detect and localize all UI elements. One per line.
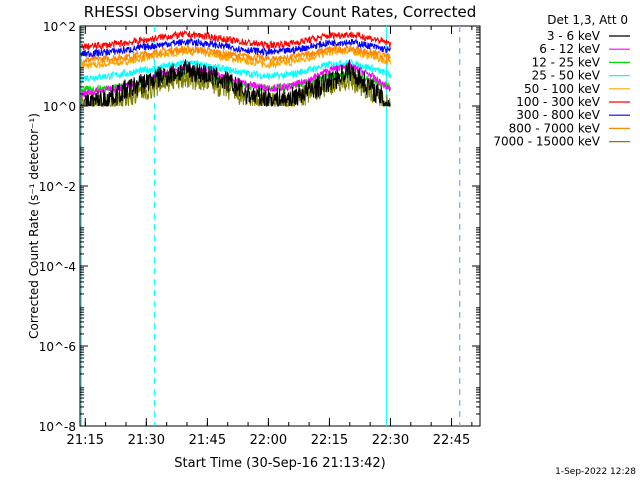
x-tick-label: 21:15 <box>67 433 104 448</box>
data-series <box>80 29 391 108</box>
y-tick-label: 10^-8 <box>39 420 76 434</box>
y-tick-label: 10^-4 <box>39 260 76 274</box>
legend-label: 800 - 7000 keV <box>509 121 601 135</box>
legend-label: 12 - 25 keV <box>532 55 601 69</box>
plot-area <box>79 25 481 427</box>
x-axis-label: Start Time (30-Sep-16 21:13:42) <box>174 456 385 471</box>
y-tick-label: 10^0 <box>43 100 76 114</box>
series-line <box>80 58 391 83</box>
y-axis-label: Corrected Count Rate (s⁻¹ detector⁻¹) <box>27 113 41 339</box>
legend-title: Det 1,3, Att 0 <box>547 13 628 27</box>
y-axis: 10^2 10^0 10^-2 10^-4 10^-6 10^-8 <box>39 20 480 434</box>
x-axis: 21:15 21:30 21:45 22:00 22:15 22:30 22:45 <box>67 26 473 448</box>
chart-title: RHESSI Observing Summary Count Rates, Co… <box>84 3 477 21</box>
y-tick-label: 10^-6 <box>39 340 76 354</box>
series-line <box>80 59 391 107</box>
legend-label: 6 - 12 keV <box>539 42 601 56</box>
x-tick-label: 21:30 <box>128 433 165 448</box>
legend-label: 7000 - 15000 keV <box>493 135 600 149</box>
series-line <box>80 44 391 66</box>
x-tick-label: 22:30 <box>372 433 409 448</box>
series-line <box>80 29 391 52</box>
legend-label: 25 - 50 keV <box>532 69 601 83</box>
legend-label: 300 - 800 keV <box>516 108 600 122</box>
series-line <box>80 36 391 59</box>
footer-date: 1-Sep-2022 12:28 <box>555 467 636 477</box>
y-tick-label: 10^-2 <box>39 180 76 194</box>
legend-label: 100 - 300 keV <box>516 95 600 109</box>
y-tick-label: 10^2 <box>43 20 76 34</box>
x-tick-label: 21:45 <box>189 433 226 448</box>
x-tick-label: 22:45 <box>433 433 470 448</box>
x-tick-label: 22:00 <box>250 433 287 448</box>
legend-label: 50 - 100 keV <box>524 82 601 96</box>
x-tick-label: 22:15 <box>311 433 348 448</box>
legend-label: 3 - 6 keV <box>547 29 601 43</box>
plot-frame <box>79 25 481 427</box>
